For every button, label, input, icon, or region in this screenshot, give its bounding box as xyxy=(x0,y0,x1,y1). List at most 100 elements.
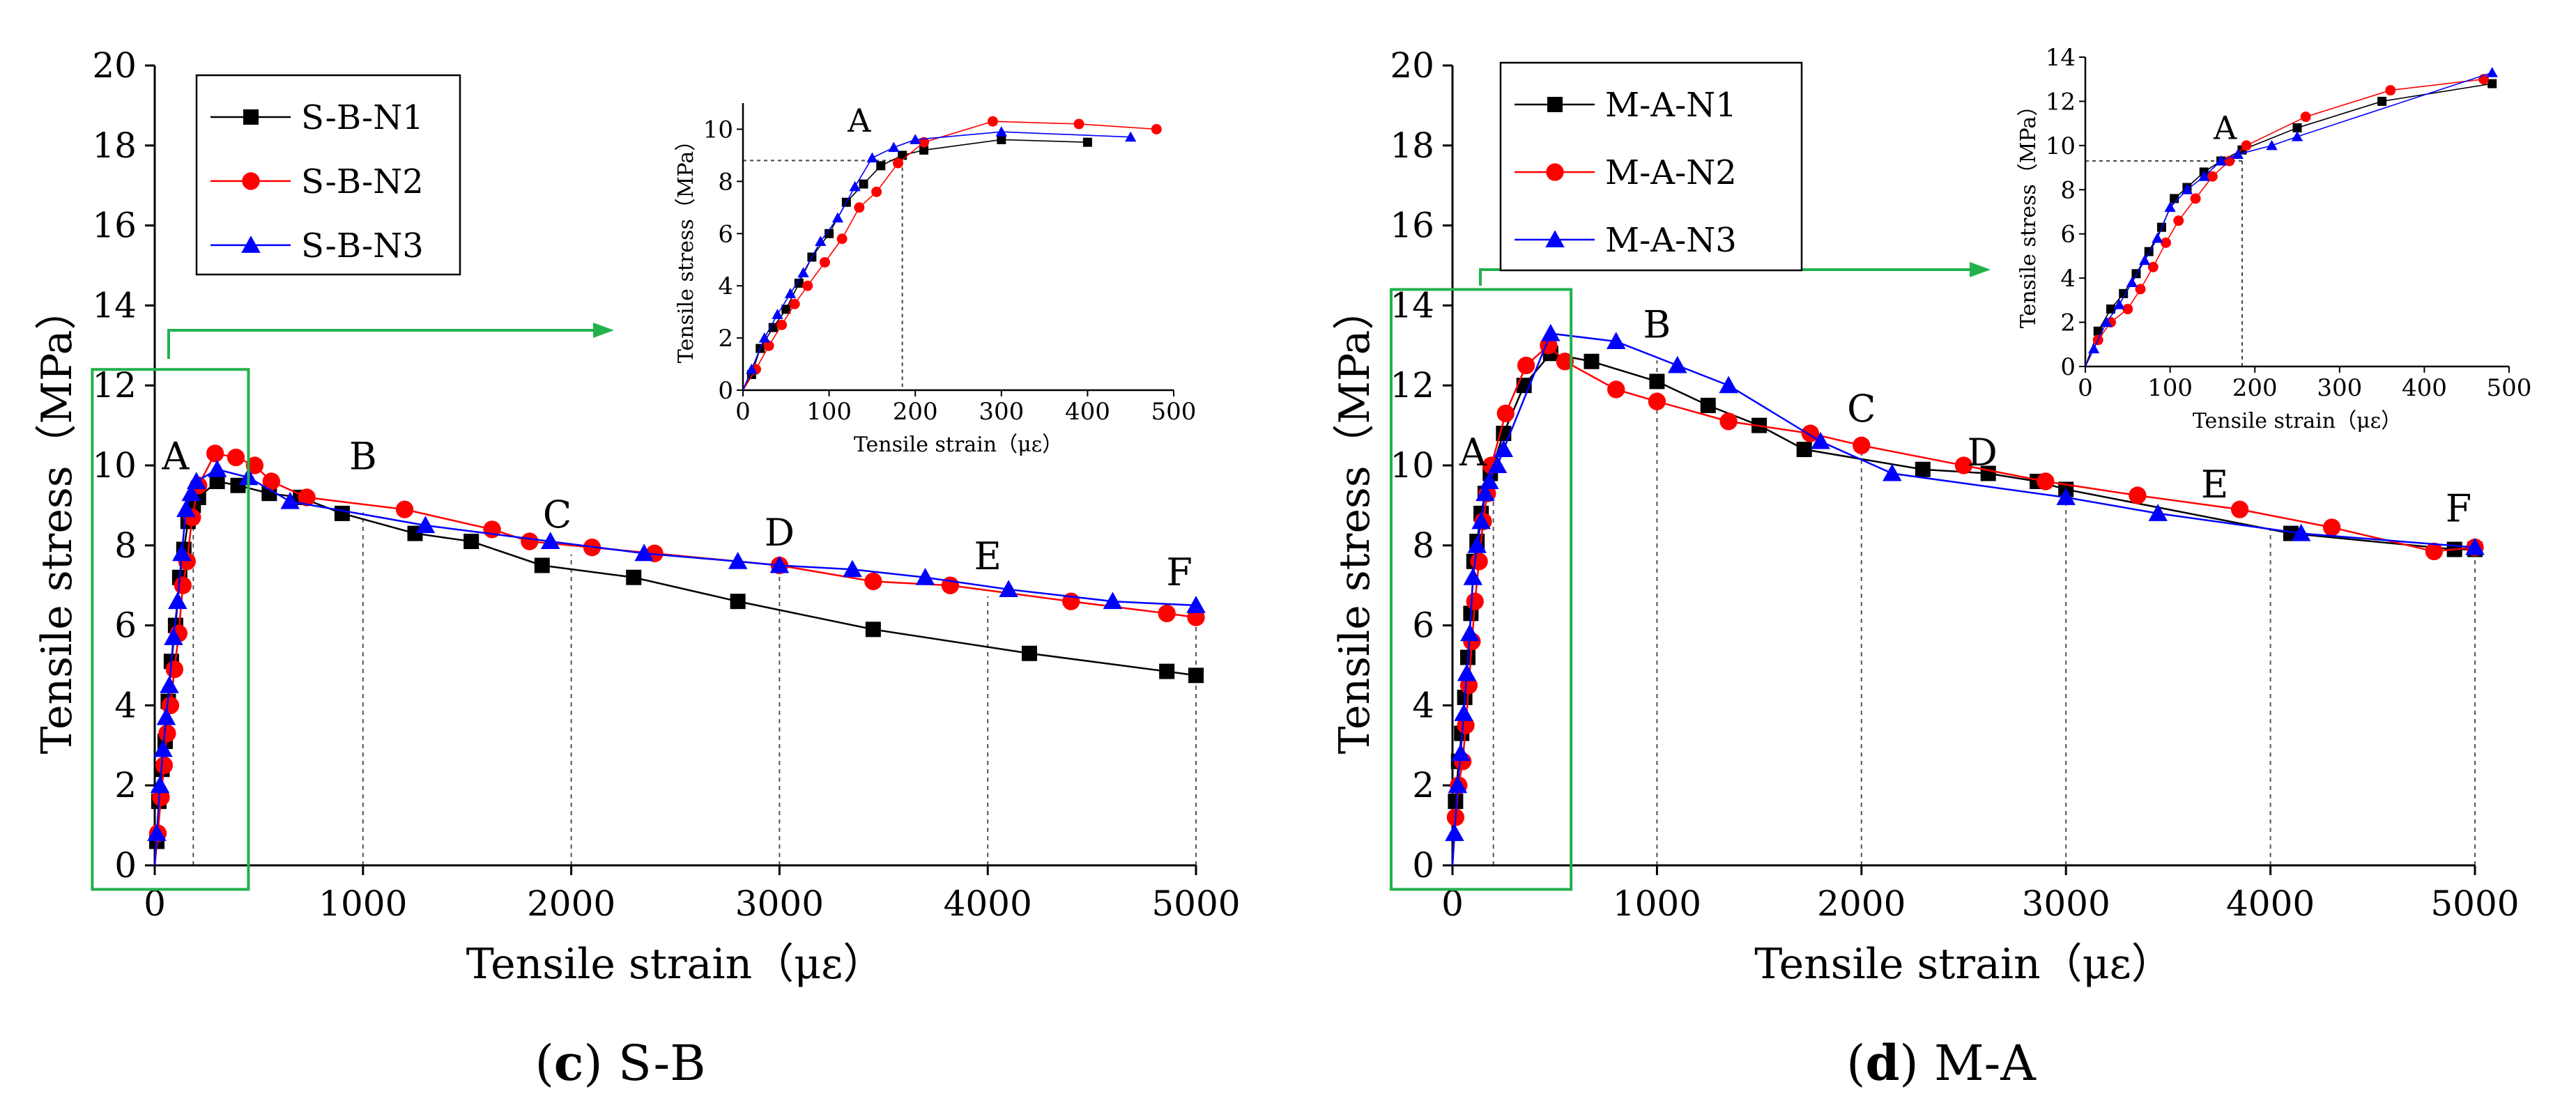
caption-open-paren: ( xyxy=(535,1035,553,1092)
data-point xyxy=(1463,567,1483,585)
inset-x-tick-label: 100 xyxy=(806,398,852,426)
inset-data-point xyxy=(919,145,929,155)
inset-data-point xyxy=(2487,79,2497,88)
x-tick-label: 5000 xyxy=(2430,883,2519,924)
point-label-E: E xyxy=(2201,463,2228,507)
inset-series xyxy=(2085,67,2498,366)
inset-y-tick-label: 6 xyxy=(2060,221,2076,249)
point-label-E: E xyxy=(974,534,1001,578)
data-point xyxy=(298,488,316,507)
inset-y-tick-label: 10 xyxy=(2046,132,2076,160)
data-point xyxy=(1517,356,1535,375)
y-tick-label: 16 xyxy=(92,206,137,246)
legend-label: M-A-N3 xyxy=(1605,221,1737,260)
point-label-F: F xyxy=(1166,550,1192,594)
inset-data-point xyxy=(2300,111,2311,123)
data-point xyxy=(1541,323,1561,341)
data-point xyxy=(1471,511,1491,530)
data-point xyxy=(1883,463,1902,481)
inset-data-point xyxy=(866,152,878,163)
series-M-A-N3 xyxy=(1445,323,2485,866)
data-point xyxy=(865,621,881,638)
y-tick-label: 20 xyxy=(92,45,137,86)
data-point xyxy=(172,543,192,562)
inset-y-axis-title: Tensile stress（MPa） xyxy=(2016,95,2041,328)
y-axis-title: Tensile stress（MPa） xyxy=(33,288,82,755)
data-point xyxy=(1186,596,1206,613)
inset-data-point xyxy=(2292,123,2302,132)
data-point xyxy=(843,559,862,578)
data-point xyxy=(395,500,414,518)
data-point xyxy=(1796,442,1812,458)
inset-y-tick-label: 12 xyxy=(2046,88,2076,116)
legend-label: M-A-N2 xyxy=(1605,153,1737,192)
inset-data-point xyxy=(888,141,900,153)
inset-data-point xyxy=(871,186,882,197)
x-tick-label: 1000 xyxy=(1613,883,1701,924)
data-point xyxy=(534,557,550,573)
legend-marker xyxy=(243,109,259,125)
y-tick-label: 16 xyxy=(1390,206,1434,246)
y-tick-label: 0 xyxy=(1412,845,1434,886)
inset-data-point xyxy=(2377,96,2387,106)
inset-y-tick-label: 0 xyxy=(2060,353,2076,381)
inset-data-point xyxy=(2147,261,2159,272)
data-point xyxy=(2037,472,2055,491)
data-point xyxy=(1159,663,1175,679)
data-point xyxy=(1700,397,1716,413)
data-point xyxy=(1719,412,1738,431)
y-tick-label: 20 xyxy=(1390,45,1434,86)
inset-data-point xyxy=(2215,155,2227,166)
zoom-arrow xyxy=(1479,268,1972,286)
inset-x-tick-label: 300 xyxy=(2317,374,2362,402)
inset-x-axis-title: Tensile strain（με） xyxy=(2193,409,2402,433)
data-point xyxy=(227,448,245,467)
inset-data-point xyxy=(2119,288,2129,298)
inset-data-point xyxy=(2232,148,2244,160)
data-point xyxy=(1457,663,1477,681)
zoom-arrow xyxy=(167,329,596,359)
legend-marker xyxy=(242,172,260,190)
data-point xyxy=(2148,504,2168,521)
data-point xyxy=(181,484,201,502)
y-tick-label: 10 xyxy=(1390,445,1434,486)
inset-y-tick-label: 4 xyxy=(718,272,733,300)
data-point xyxy=(168,592,187,610)
data-point xyxy=(1811,431,1830,449)
data-point xyxy=(158,724,176,743)
legend-box xyxy=(195,74,461,276)
y-tick-label: 6 xyxy=(1412,605,1434,646)
data-point xyxy=(463,534,480,550)
data-point xyxy=(206,445,224,463)
inset-x-tick-label: 200 xyxy=(2232,374,2278,402)
y-tick-label: 10 xyxy=(92,445,137,486)
y-tick-label: 6 xyxy=(114,605,137,646)
point-label-A: A xyxy=(161,435,190,479)
data-point xyxy=(2425,542,2443,561)
y-tick-label: 14 xyxy=(92,285,137,325)
data-point xyxy=(2056,488,2076,505)
inset-data-point xyxy=(987,116,998,127)
inset-point-label: A xyxy=(2213,109,2237,146)
inset-data-point xyxy=(893,157,903,169)
caption-letter: d xyxy=(1865,1034,1899,1092)
series-S-B-N3 xyxy=(147,459,1206,866)
point-label-A: A xyxy=(1459,431,1487,474)
inset-y-tick-label: 10 xyxy=(703,116,733,144)
point-label-C: C xyxy=(543,493,572,536)
inset-data-point xyxy=(2190,193,2201,204)
inset-y-tick-label: 0 xyxy=(718,377,733,405)
data-point xyxy=(540,532,560,550)
data-point xyxy=(2465,537,2485,555)
y-tick-label: 12 xyxy=(92,365,137,406)
inset-data-point xyxy=(2198,171,2210,181)
inset-data-point xyxy=(819,256,830,268)
caption-text: ) M-A xyxy=(1899,1035,2037,1092)
legend-marker xyxy=(1547,97,1563,112)
inset-data-point xyxy=(2113,299,2125,309)
data-point xyxy=(1494,440,1514,458)
inset-data-point xyxy=(746,363,758,374)
inset-data-point xyxy=(876,161,886,171)
y-tick-label: 18 xyxy=(92,125,137,166)
inset-data-point xyxy=(2161,237,2171,248)
